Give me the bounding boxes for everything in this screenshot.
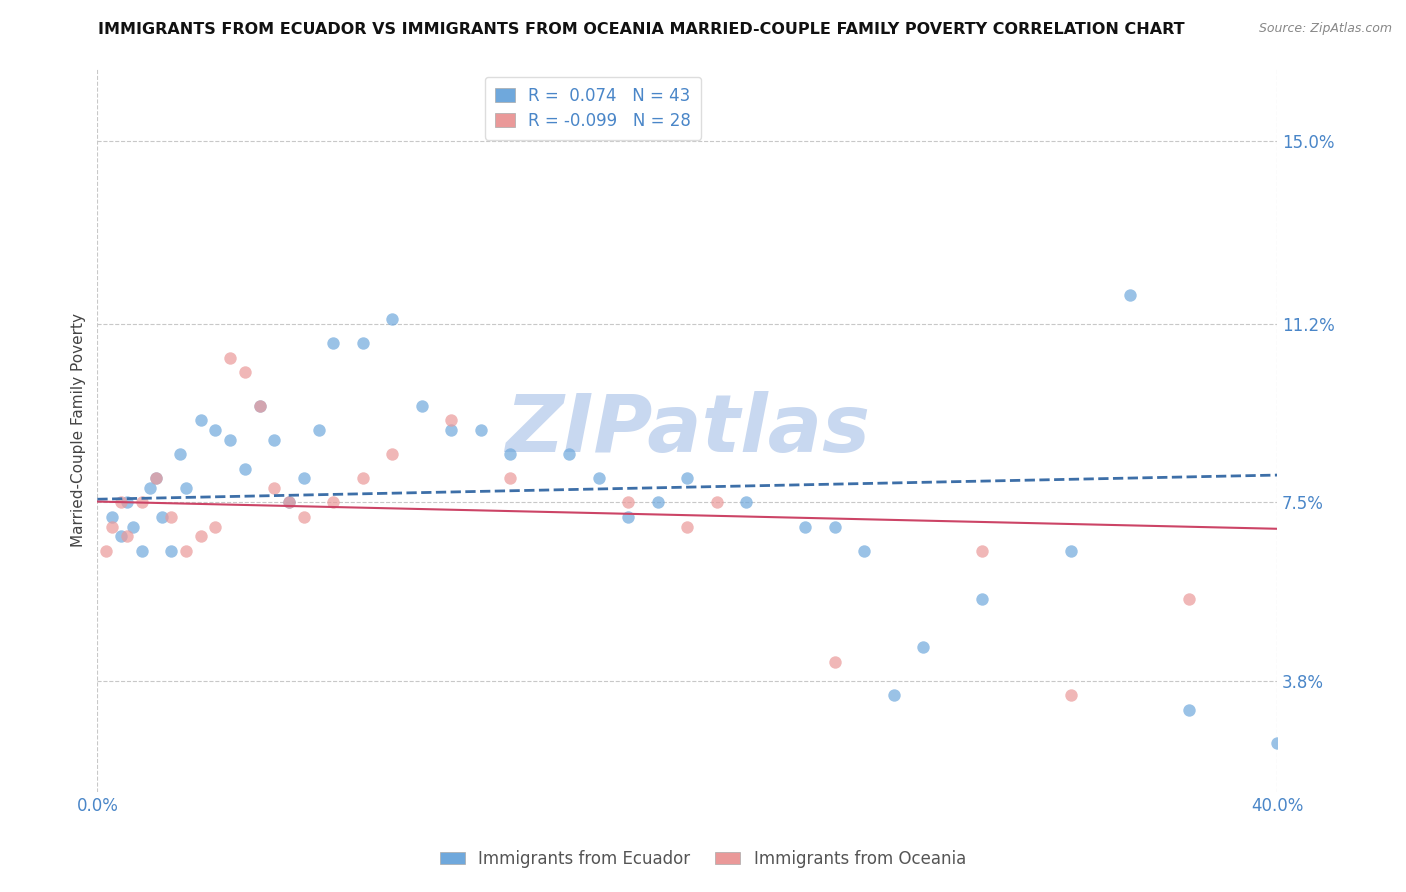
Point — [617, 509, 640, 524]
Point — [440, 413, 463, 427]
Point — [96, 543, 118, 558]
Point — [1060, 543, 1083, 558]
Point — [219, 351, 242, 365]
Point — [115, 529, 138, 543]
Point — [647, 495, 669, 509]
Point — [912, 640, 935, 654]
Legend: Immigrants from Ecuador, Immigrants from Oceania: Immigrants from Ecuador, Immigrants from… — [433, 844, 973, 875]
Point — [292, 509, 315, 524]
Y-axis label: Married-Couple Family Poverty: Married-Couple Family Poverty — [72, 313, 86, 547]
Point — [972, 543, 994, 558]
Point — [263, 433, 285, 447]
Point — [588, 471, 610, 485]
Point — [706, 495, 728, 509]
Point — [499, 471, 522, 485]
Text: ZIPatlas: ZIPatlas — [505, 391, 870, 469]
Point — [735, 495, 758, 509]
Point — [1118, 288, 1140, 302]
Point — [233, 365, 256, 379]
Point — [101, 509, 124, 524]
Text: IMMIGRANTS FROM ECUADOR VS IMMIGRANTS FROM OCEANIA MARRIED-COUPLE FAMILY POVERTY: IMMIGRANTS FROM ECUADOR VS IMMIGRANTS FR… — [98, 22, 1185, 37]
Point — [308, 423, 330, 437]
Point — [204, 423, 226, 437]
Point — [160, 543, 183, 558]
Point — [121, 519, 143, 533]
Point — [150, 509, 173, 524]
Point — [131, 543, 153, 558]
Point — [824, 655, 846, 669]
Legend: R =  0.074   N = 43, R = -0.099   N = 28: R = 0.074 N = 43, R = -0.099 N = 28 — [485, 77, 702, 139]
Point — [352, 336, 374, 351]
Point — [219, 433, 242, 447]
Point — [883, 688, 905, 702]
Point — [470, 423, 492, 437]
Point — [322, 495, 344, 509]
Point — [190, 413, 212, 427]
Point — [381, 447, 404, 461]
Point — [352, 471, 374, 485]
Point — [110, 495, 132, 509]
Point — [1060, 688, 1083, 702]
Point — [278, 495, 301, 509]
Point — [263, 481, 285, 495]
Point — [1177, 591, 1199, 606]
Point — [292, 471, 315, 485]
Point — [169, 447, 191, 461]
Point — [233, 461, 256, 475]
Text: Source: ZipAtlas.com: Source: ZipAtlas.com — [1258, 22, 1392, 36]
Point — [676, 519, 699, 533]
Point — [853, 543, 876, 558]
Point — [617, 495, 640, 509]
Point — [115, 495, 138, 509]
Point — [139, 481, 162, 495]
Point — [322, 336, 344, 351]
Point — [440, 423, 463, 437]
Point — [204, 519, 226, 533]
Point — [1177, 703, 1199, 717]
Point — [145, 471, 167, 485]
Point — [131, 495, 153, 509]
Point — [278, 495, 301, 509]
Point — [794, 519, 817, 533]
Point — [190, 529, 212, 543]
Point — [381, 312, 404, 326]
Point — [1265, 737, 1288, 751]
Point — [558, 447, 581, 461]
Point — [101, 519, 124, 533]
Point — [411, 399, 433, 413]
Point — [145, 471, 167, 485]
Point — [110, 529, 132, 543]
Point — [249, 399, 271, 413]
Point — [824, 519, 846, 533]
Point — [972, 591, 994, 606]
Point — [160, 509, 183, 524]
Point — [499, 447, 522, 461]
Point — [174, 481, 197, 495]
Point — [174, 543, 197, 558]
Point — [676, 471, 699, 485]
Point — [249, 399, 271, 413]
